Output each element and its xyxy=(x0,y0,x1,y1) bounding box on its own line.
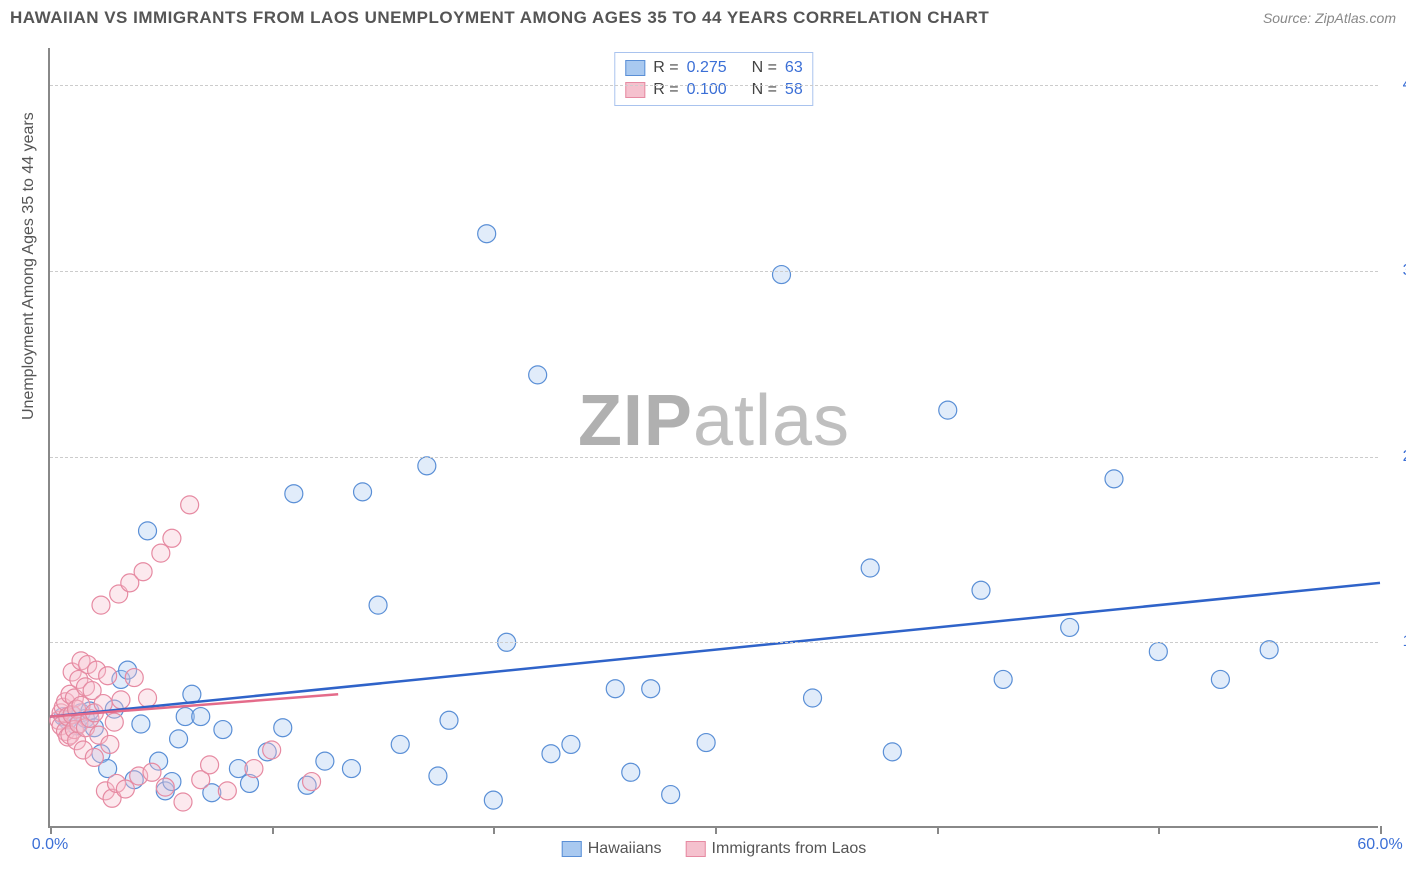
scatter-point xyxy=(1149,643,1167,661)
scatter-point xyxy=(218,782,236,800)
legend-n-label: N = xyxy=(752,81,777,99)
scatter-point xyxy=(697,734,715,752)
plot-area: ZIPatlas R = 0.275 N = 63 R = 0.100 N = … xyxy=(48,48,1378,828)
scatter-point xyxy=(1105,470,1123,488)
scatter-point xyxy=(542,745,560,763)
scatter-point xyxy=(562,735,580,753)
xtick-label: 0.0% xyxy=(32,836,68,854)
legend-r-value-2: 0.100 xyxy=(687,81,727,99)
scatter-point xyxy=(152,544,170,562)
scatter-point xyxy=(274,719,292,737)
scatter-point xyxy=(939,401,957,419)
scatter-point xyxy=(214,721,232,739)
legend-item-laos: Immigrants from Laos xyxy=(686,840,867,858)
scatter-point xyxy=(642,680,660,698)
scatter-point xyxy=(606,680,624,698)
scatter-point xyxy=(622,763,640,781)
scatter-point xyxy=(303,773,321,791)
scatter-point xyxy=(804,689,822,707)
legend-n-value-1: 63 xyxy=(785,59,803,77)
scatter-point xyxy=(125,669,143,687)
legend-r-value-1: 0.275 xyxy=(687,59,727,77)
legend-stats-row-1: R = 0.275 N = 63 xyxy=(625,57,802,79)
scatter-point xyxy=(972,581,990,599)
scatter-point xyxy=(994,670,1012,688)
scatter-point xyxy=(101,735,119,753)
trend-line xyxy=(50,583,1380,717)
ytick-label: 40.0% xyxy=(1388,76,1406,94)
scatter-point xyxy=(484,791,502,809)
scatter-point xyxy=(99,667,117,685)
scatter-point xyxy=(883,743,901,761)
scatter-point xyxy=(342,760,360,778)
scatter-point xyxy=(662,786,680,804)
legend-stats: R = 0.275 N = 63 R = 0.100 N = 58 xyxy=(614,52,813,106)
scatter-point xyxy=(1211,670,1229,688)
scatter-point xyxy=(429,767,447,785)
scatter-point xyxy=(181,496,199,514)
legend-n-value-2: 58 xyxy=(785,81,803,99)
scatter-point xyxy=(440,711,458,729)
legend-r-label: R = xyxy=(653,59,678,77)
scatter-point xyxy=(529,366,547,384)
scatter-point xyxy=(773,266,791,284)
scatter-point xyxy=(245,760,263,778)
scatter-point xyxy=(143,763,161,781)
scatter-point xyxy=(174,793,192,811)
legend-swatch-laos xyxy=(686,841,706,857)
scatter-point xyxy=(156,778,174,796)
scatter-point xyxy=(478,225,496,243)
scatter-point xyxy=(105,713,123,731)
scatter-point xyxy=(132,715,150,733)
legend-n-label: N = xyxy=(752,59,777,77)
scatter-point xyxy=(263,741,281,759)
legend-item-hawaiians: Hawaiians xyxy=(562,840,662,858)
scatter-point xyxy=(92,596,110,614)
yaxis-title: Unemployment Among Ages 35 to 44 years xyxy=(20,112,38,420)
scatter-point xyxy=(170,730,188,748)
scatter-point xyxy=(391,735,409,753)
scatter-point xyxy=(139,689,157,707)
xtick-label: 60.0% xyxy=(1357,836,1402,854)
scatter-point xyxy=(112,691,130,709)
scatter-point xyxy=(316,752,334,770)
source-text: Source: ZipAtlas.com xyxy=(1263,10,1396,26)
scatter-point xyxy=(861,559,879,577)
scatter-point xyxy=(285,485,303,503)
legend-label-hawaiians: Hawaiians xyxy=(588,840,662,858)
legend-swatch-hawaiians xyxy=(625,60,645,76)
legend-label-laos: Immigrants from Laos xyxy=(712,840,867,858)
scatter-point xyxy=(139,522,157,540)
ytick-label: 10.0% xyxy=(1388,633,1406,651)
scatter-point xyxy=(1061,618,1079,636)
title-bar: HAWAIIAN VS IMMIGRANTS FROM LAOS UNEMPLO… xyxy=(10,8,1396,28)
legend-stats-row-2: R = 0.100 N = 58 xyxy=(625,79,802,101)
scatter-point xyxy=(134,563,152,581)
ytick-label: 20.0% xyxy=(1388,448,1406,466)
chart-title: HAWAIIAN VS IMMIGRANTS FROM LAOS UNEMPLO… xyxy=(10,8,989,28)
scatter-point xyxy=(192,708,210,726)
scatter-point xyxy=(418,457,436,475)
scatter-point xyxy=(354,483,372,501)
legend-swatch-hawaiians xyxy=(562,841,582,857)
scatter-point xyxy=(163,529,181,547)
scatter-point xyxy=(369,596,387,614)
scatter-point xyxy=(116,780,134,798)
scatter-point xyxy=(85,748,103,766)
legend-series: Hawaiians Immigrants from Laos xyxy=(562,840,867,858)
scatter-svg xyxy=(50,48,1378,826)
legend-r-label: R = xyxy=(653,81,678,99)
scatter-point xyxy=(201,756,219,774)
ytick-label: 30.0% xyxy=(1388,262,1406,280)
scatter-point xyxy=(1260,641,1278,659)
